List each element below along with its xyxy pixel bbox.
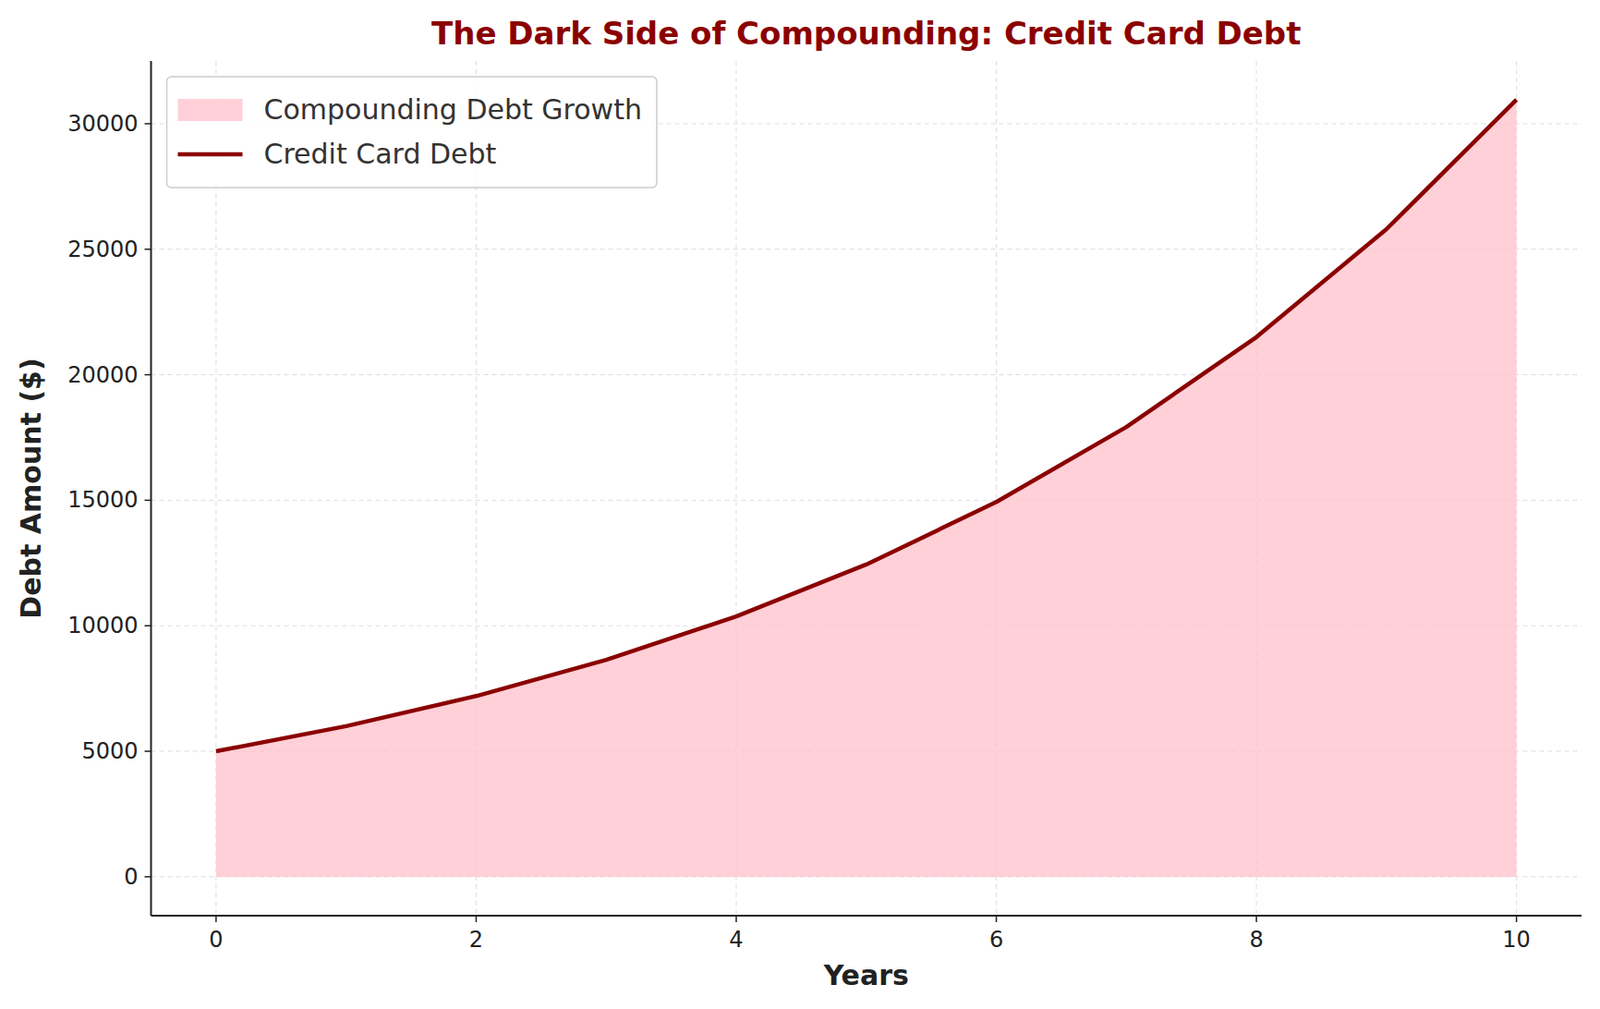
y-tick-label: 10000 <box>67 612 138 639</box>
legend: Compounding Debt Growth Credit Card Debt <box>167 76 657 188</box>
x-tick <box>1255 915 1258 922</box>
line <box>216 99 1517 752</box>
y-tick <box>145 499 152 502</box>
x-tick-label: 10 <box>1502 926 1531 953</box>
series-group <box>216 99 1517 877</box>
legend-swatch <box>178 98 243 122</box>
x-tick-label: 4 <box>728 926 743 953</box>
y-tick <box>145 624 152 627</box>
y-tick <box>145 122 152 125</box>
area <box>216 99 1517 877</box>
y-tick-label: 30000 <box>67 110 138 137</box>
legend-box <box>167 76 657 188</box>
legend-label: Compounding Debt Growth <box>264 93 643 126</box>
y-tick <box>145 875 152 878</box>
background <box>0 0 1600 1009</box>
y-tick-label: 0 <box>123 863 138 890</box>
y-tick <box>145 750 152 752</box>
y-tick-label: 15000 <box>67 486 138 513</box>
y-axis-line <box>150 60 153 916</box>
x-tick <box>215 915 218 922</box>
y-tick-label: 20000 <box>67 362 138 388</box>
x-axis-label: Years <box>823 958 910 992</box>
title: The Dark Side of Compounding: Credit Car… <box>431 14 1301 52</box>
legend-label: Credit Card Debt <box>264 137 497 170</box>
x-tick-label: 8 <box>1248 926 1263 953</box>
y-tick-label: 25000 <box>67 236 138 263</box>
legend-swatch <box>178 152 243 158</box>
x-tick <box>475 915 478 922</box>
y-axis-label: Debt Amount ($) <box>14 357 48 619</box>
y-tick <box>145 248 152 251</box>
x-axis-line <box>151 914 1583 917</box>
x-tick <box>1515 915 1518 922</box>
x-tick-label: 0 <box>208 926 223 953</box>
x-tick <box>735 915 738 922</box>
x-tick <box>995 915 998 922</box>
y-tick-label: 5000 <box>81 738 138 764</box>
x-tick-label: 6 <box>989 926 1004 953</box>
grid <box>151 60 1583 916</box>
chart: 0 2 4 6 8 10 0 5000 10000 15000 20000 25000 30000 The… <box>0 0 1600 1009</box>
x-tick-label: 2 <box>469 926 484 953</box>
y-tick <box>145 374 152 376</box>
axes: 0 2 4 6 8 10 0 5000 10000 15000 20000 25000 30000 <box>67 60 1582 953</box>
